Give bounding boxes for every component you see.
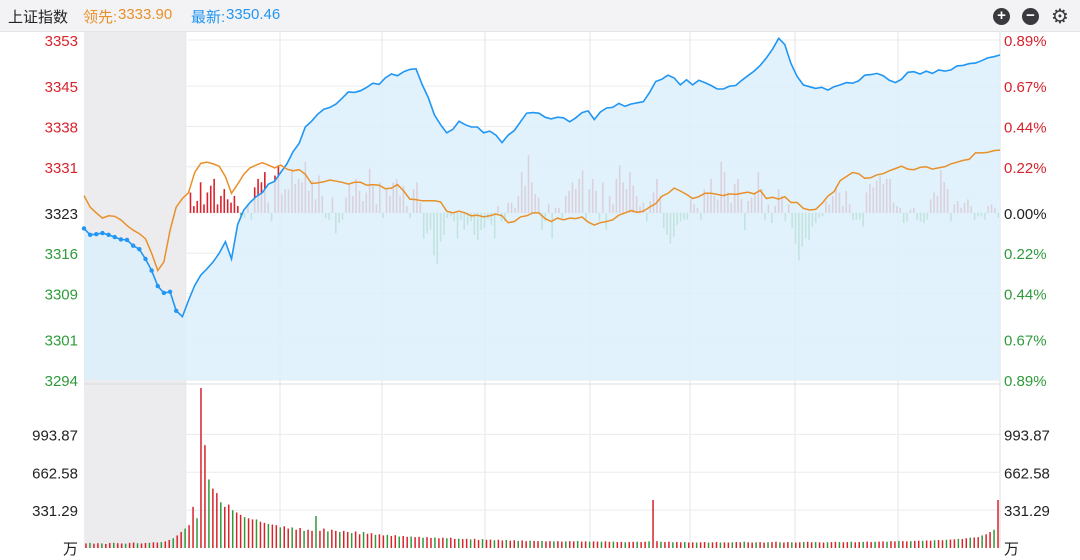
latest-point [118,237,124,242]
percent-tick-label-right: 0.22% [1004,246,1047,263]
price-tick-label-left: 3294 [45,373,78,390]
latest-point [143,256,148,262]
chart-header: 上证指数 领先: 3333.90 最新: 3350.46 + − ⚙ [0,0,1080,32]
percent-tick-label-right: 0.89% [1004,373,1047,390]
latest-point [87,232,93,237]
latest-point [167,289,173,295]
price-tick-label-left: 3353 [45,33,78,50]
latest-point [155,283,160,289]
volume-tick-label-left: 331.29 [32,503,78,520]
latest-value: 3350.46 [226,6,281,23]
percent-tick-label-right: 0.89% [1004,33,1047,50]
leader-label: 领先: [83,9,118,26]
latest-point [137,246,142,252]
latest-point [149,268,154,273]
latest-point [161,290,167,296]
latest-area-fill [84,38,1000,381]
latest-point [112,234,117,240]
price-tick-label-left: 3309 [45,287,78,304]
zoom-in-button[interactable]: + [993,8,1010,25]
latest-label: 最新: [191,9,226,26]
price-tick-label-left: 3301 [45,333,78,350]
latest-point [94,232,99,237]
volume-tick-label-right: 993.87 [1004,427,1050,444]
volume-tick-label-left: 993.87 [32,427,78,444]
volume-tick-label-right: 662.58 [1004,465,1050,482]
latest-line [83,36,1001,318]
percent-tick-label-right: 0.44% [1004,119,1047,136]
latest-point [174,308,179,314]
price-tick-label-left: 3345 [45,79,78,96]
price-tick-label-left: 3338 [45,119,78,136]
leader-line [83,149,1001,273]
latest-point [81,226,87,231]
volume-tick-label-left: 662.58 [32,465,78,482]
volume-tick-label-left: 万 [63,541,78,558]
percent-tick-label-right: 0.67% [1004,333,1047,350]
percent-tick-label-right: 0.00% [1004,206,1047,223]
leader-value: 3333.90 [118,6,173,23]
price-tick-label-left: 3323 [45,206,78,223]
settings-gear-icon[interactable]: ⚙ [1051,6,1069,28]
latest-point [106,232,111,237]
latest-point [124,237,130,243]
percent-tick-label-right: 0.67% [1004,79,1047,96]
index-name: 上证指数 [8,9,69,26]
percent-tick-label-right: 0.44% [1004,287,1047,304]
latest-point [100,230,105,236]
percent-tick-label-right: 0.22% [1004,160,1047,177]
volume-tick-label-right: 万 [1004,541,1019,558]
latest-point [130,243,136,248]
price-tick-label-left: 3331 [45,160,78,177]
price-tick-label-left: 3316 [45,246,78,263]
volume-tick-label-right: 331.29 [1004,503,1050,520]
zoom-out-button[interactable]: − [1022,8,1039,25]
